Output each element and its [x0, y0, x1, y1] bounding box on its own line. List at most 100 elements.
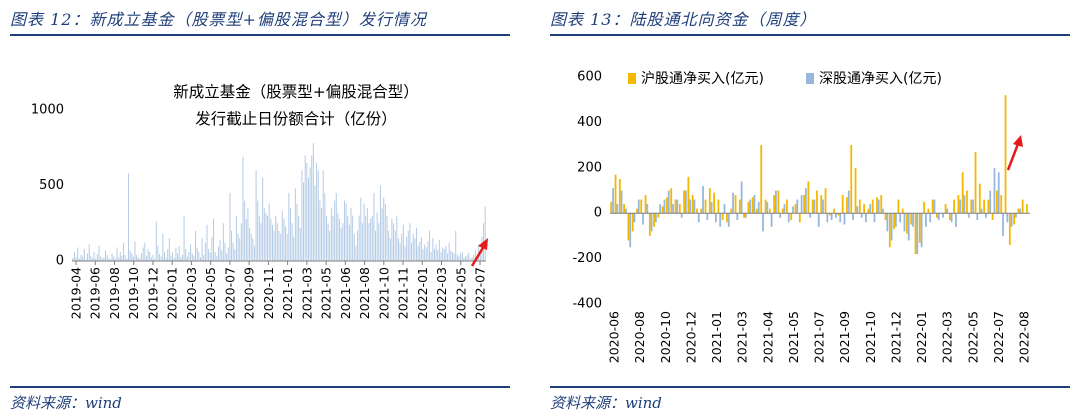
- bar-shenzhen: [1002, 213, 1004, 236]
- bar: [139, 258, 141, 261]
- y-tick-label: 400: [577, 115, 602, 130]
- bar-shanghai: [661, 206, 664, 214]
- bar: [447, 253, 449, 261]
- bar-shenzhen: [723, 204, 726, 214]
- bar: [162, 233, 164, 261]
- bar-shanghai: [906, 213, 908, 234]
- bar-shanghai: [648, 213, 651, 236]
- bar: [409, 223, 411, 261]
- y-tick-label: -400: [572, 297, 602, 312]
- bar-shenzhen: [856, 206, 859, 214]
- bar: [188, 251, 190, 261]
- bar: [126, 258, 128, 261]
- bar: [106, 254, 108, 261]
- bar: [474, 250, 476, 261]
- bar: [301, 170, 303, 261]
- x-tick-label: 2022-03: [940, 311, 955, 363]
- bar: [98, 245, 100, 261]
- bar-shenzhen: [620, 190, 623, 214]
- bar-shanghai: [948, 213, 951, 221]
- bar-shanghai: [828, 213, 831, 216]
- bar-shenzhen: [835, 213, 837, 218]
- bar: [471, 257, 473, 261]
- bar: [227, 247, 229, 261]
- bar: [368, 223, 370, 261]
- x-tick-label: 2021-10: [863, 311, 878, 363]
- bar: [95, 258, 97, 261]
- bar-shanghai: [974, 151, 977, 214]
- bar: [294, 188, 296, 261]
- x-tick-label: 2022-07: [991, 311, 1006, 363]
- bar: [232, 242, 234, 261]
- bar-shenzhen: [779, 213, 782, 218]
- bar-shenzhen: [805, 188, 807, 214]
- bar-shenzhen: [766, 201, 769, 214]
- bar: [296, 203, 298, 261]
- bar-shenzhen: [655, 213, 657, 223]
- bar: [72, 257, 74, 261]
- bar: [217, 246, 219, 261]
- bar-shenzhen: [907, 213, 910, 241]
- arrow-head: [478, 238, 488, 250]
- bar: [456, 254, 458, 261]
- bar: [208, 248, 210, 261]
- bar: [352, 215, 354, 261]
- bar: [371, 215, 373, 261]
- bar-shanghai: [846, 197, 848, 214]
- bar: [381, 208, 383, 261]
- bar-shenzhen: [925, 213, 927, 227]
- bar-shenzhen: [847, 190, 850, 214]
- bar: [468, 252, 470, 261]
- bar: [412, 233, 414, 261]
- bar: [299, 227, 301, 261]
- bar: [345, 203, 347, 261]
- bar-shanghai: [1026, 204, 1028, 214]
- x-tick-label: 2020-10: [658, 311, 673, 363]
- bar: [165, 257, 167, 261]
- bar-shanghai: [1017, 208, 1020, 214]
- bar-shenzhen: [826, 213, 829, 223]
- bar-shanghai: [781, 208, 784, 214]
- bar: [330, 208, 332, 261]
- bar: [391, 218, 393, 261]
- bar-shanghai: [764, 199, 767, 214]
- bar-shanghai: [863, 204, 865, 214]
- bar: [370, 218, 372, 261]
- x-tick-label: 2021-12: [888, 311, 903, 363]
- x-tick-label: 2021-01: [280, 267, 295, 319]
- bar: [280, 233, 282, 261]
- bar: [298, 215, 300, 261]
- bar-shanghai: [957, 195, 960, 214]
- bar-shenzhen: [736, 213, 739, 221]
- bar-shanghai: [726, 213, 728, 223]
- bar-shenzhen: [967, 213, 970, 218]
- bar-shanghai: [880, 195, 883, 214]
- x-tick-label: 2021-04: [760, 311, 775, 363]
- bar: [466, 254, 468, 261]
- bar: [424, 244, 426, 261]
- bar: [283, 218, 285, 261]
- bar: [355, 245, 357, 261]
- bar: [168, 238, 170, 261]
- bar: [167, 248, 169, 261]
- bar-shenzhen: [1006, 213, 1009, 223]
- y-tick-label: 200: [577, 160, 602, 175]
- bar: [303, 182, 305, 261]
- bar: [388, 230, 390, 261]
- fund-issuance-chart: 0 500 1000 2019-04 2019-06 2019-08 2019-10 2019…: [31, 83, 488, 319]
- bar-shenzhen: [672, 204, 674, 214]
- bar-shenzhen: [637, 199, 640, 214]
- bar: [420, 236, 422, 261]
- bar-shanghai: [777, 190, 780, 214]
- bar-shenzhen: [813, 199, 816, 214]
- bar-shanghai: [983, 199, 985, 214]
- bar: [191, 253, 193, 261]
- bar-shanghai: [691, 195, 694, 214]
- northbound-flow-chart: -400 -200 0 200 400 600 2020-06 2020-08 2020-10 2…: [572, 70, 1031, 364]
- bar-shenzhen: [616, 204, 619, 214]
- bar: [247, 208, 249, 261]
- bar: [484, 206, 486, 261]
- bar: [172, 251, 174, 261]
- y-tick-label: 500: [39, 178, 64, 193]
- panel-northbound-flow: 图表 13：陆股通北向资金（周度） -400 -200 0 200 400 600 2020…: [540, 0, 1080, 420]
